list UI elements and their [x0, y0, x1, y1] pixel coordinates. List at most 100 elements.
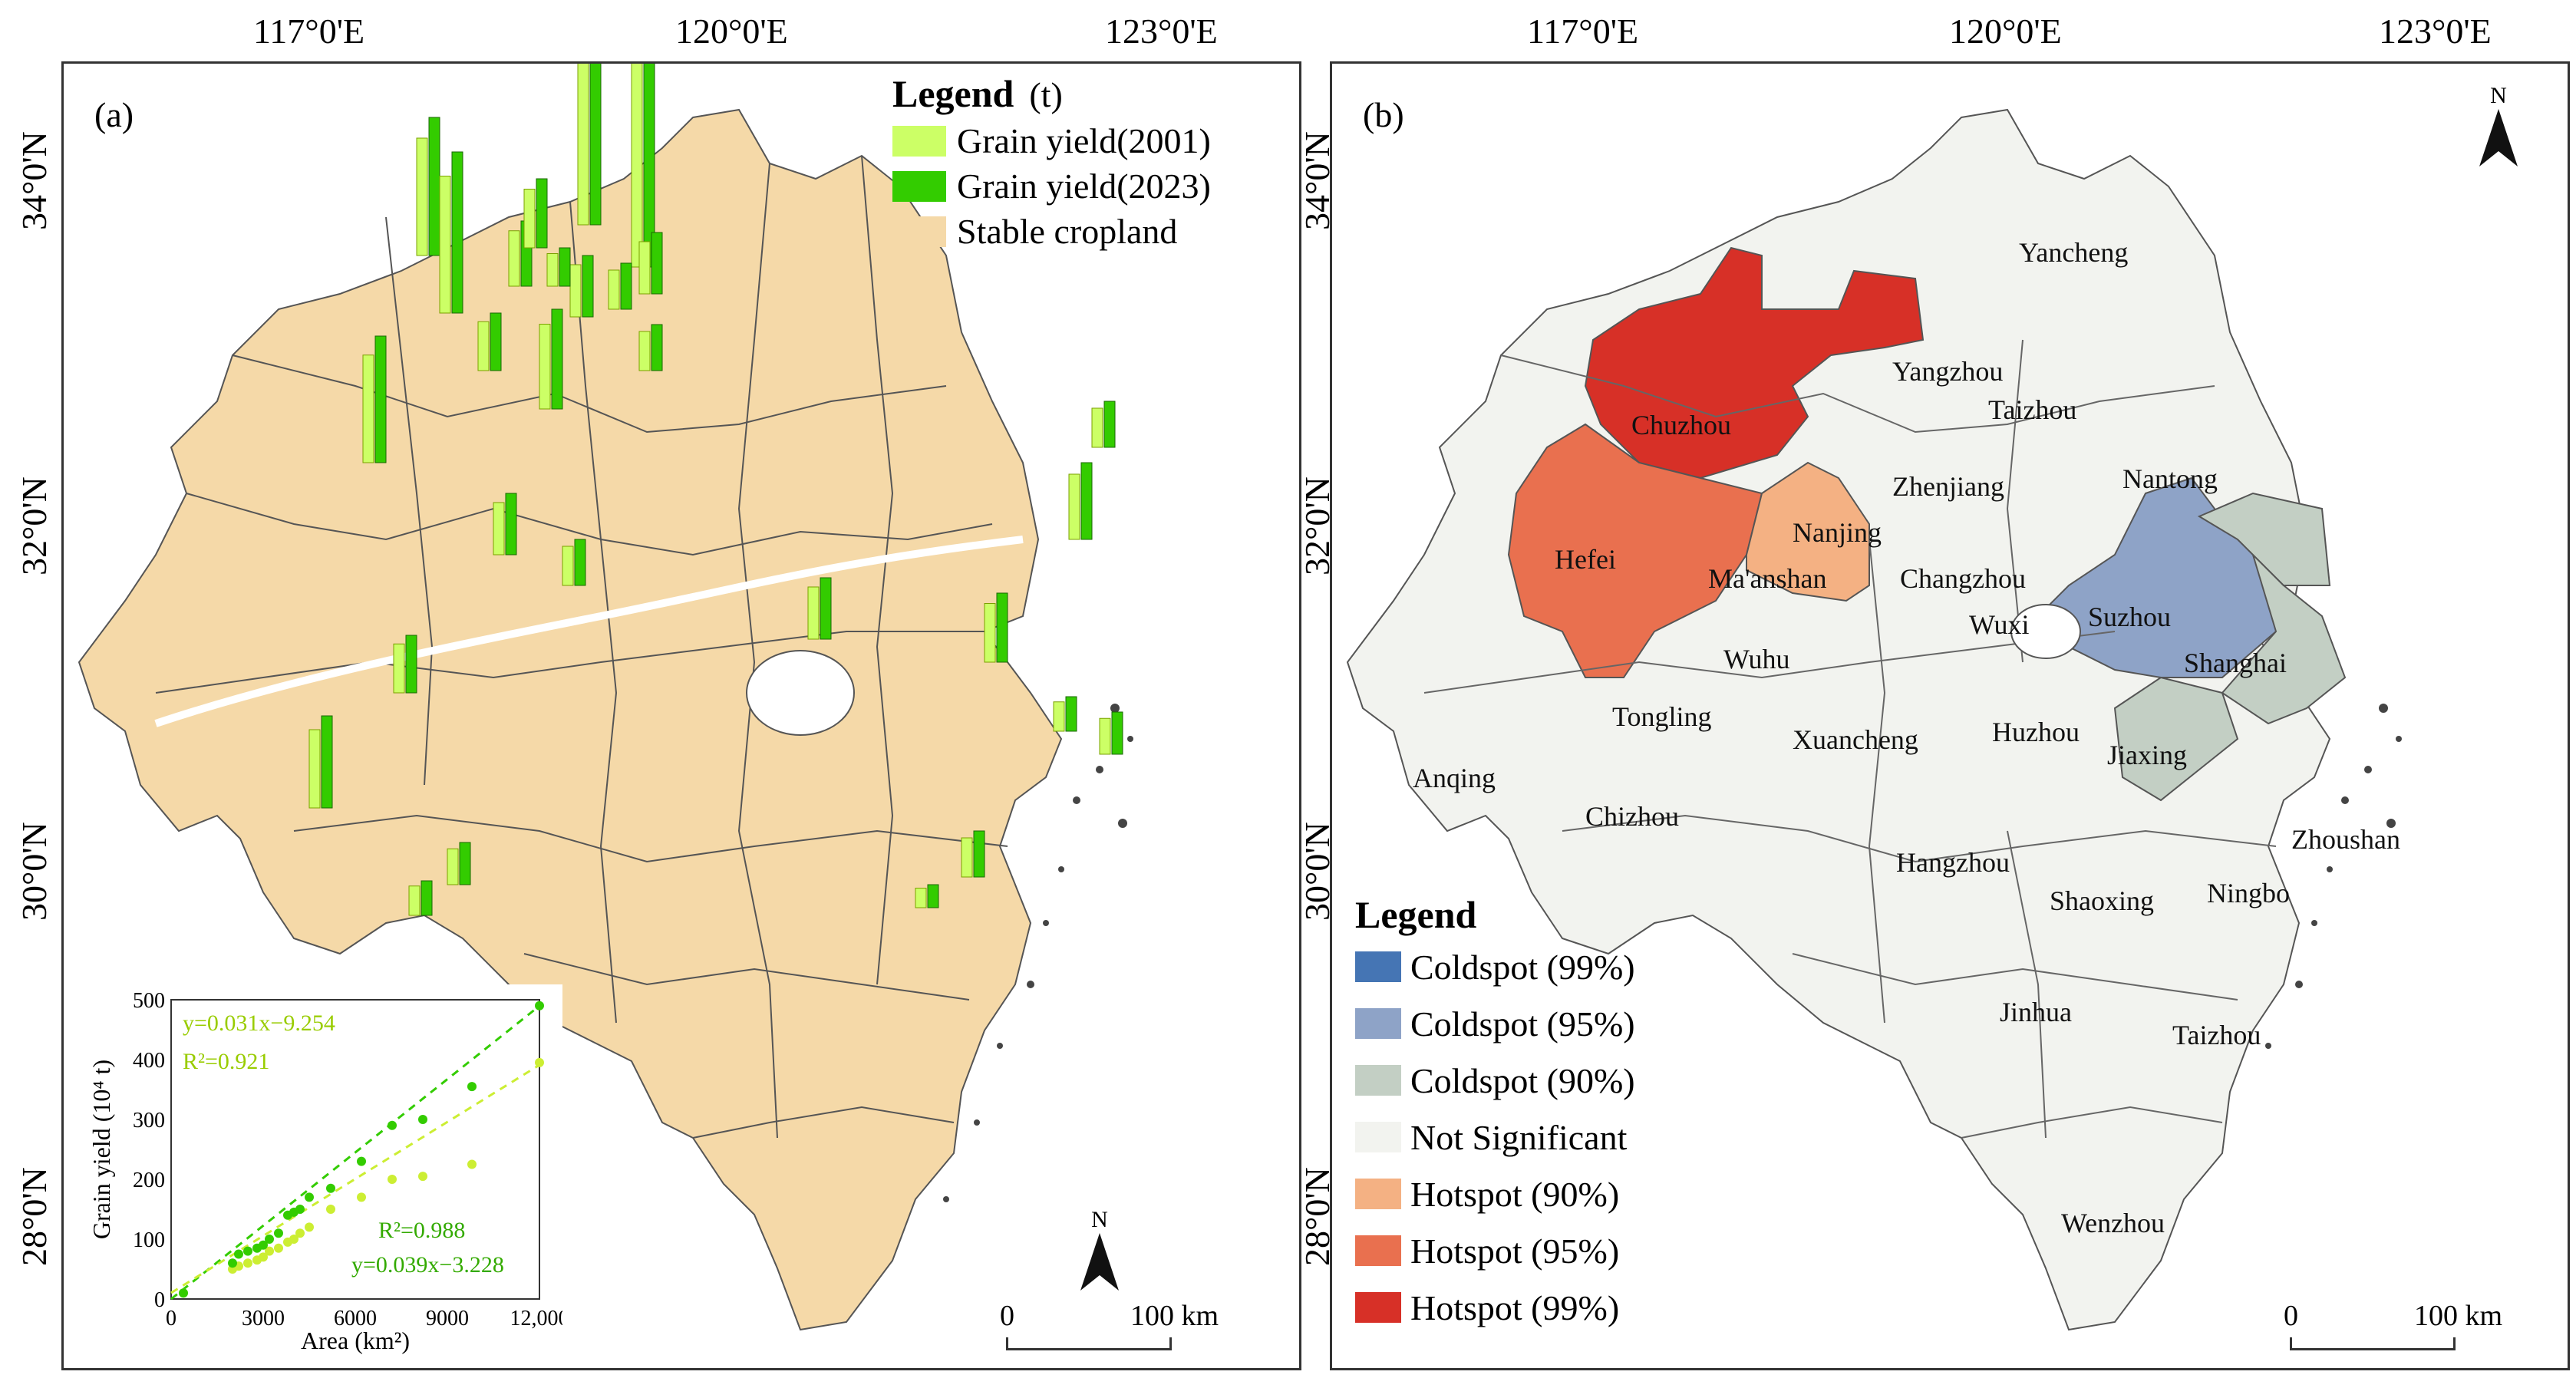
- bar-2001: [362, 354, 374, 463]
- city-label-zhoushan: Zhoushan: [2291, 824, 2400, 855]
- coastal-islands-b: [2265, 704, 2402, 1049]
- city-label-huzhou: Huzhou: [1992, 717, 2080, 747]
- city-label-yangzhou: Yangzhou: [1892, 356, 2004, 387]
- north-b-icon: [2479, 109, 2518, 166]
- lake-shape: [746, 650, 855, 736]
- inset-point: [295, 1205, 305, 1214]
- inset-point: [259, 1252, 268, 1262]
- lat-tick-a-34: 34°0'N: [15, 131, 54, 230]
- north-a-icon: [1080, 1233, 1119, 1291]
- city-label-ningbo: Ningbo: [2207, 878, 2290, 908]
- bar-2001: [1099, 717, 1111, 755]
- inset-point: [243, 1258, 252, 1268]
- inset-ytick: 100: [133, 1228, 165, 1252]
- coastal-islands: [943, 704, 1133, 1202]
- bar-2023: [582, 255, 594, 318]
- city-label-zhenjiang: Zhenjiang: [1892, 471, 2004, 502]
- inset-r2-2023: R²=0.921: [183, 1049, 269, 1074]
- inset-point: [535, 1001, 544, 1011]
- bar-2001: [447, 848, 459, 885]
- legend-b: Legend Coldspot (99%) Coldspot (95%) Colds…: [1355, 892, 1754, 1334]
- inset-point: [228, 1258, 237, 1268]
- legend-b-title: Legend: [1355, 893, 1477, 936]
- bar-2001: [608, 269, 620, 310]
- inset-ylabel: Grain yield (10⁴ t): [87, 1060, 115, 1239]
- inset-xtick: 3000: [242, 1307, 285, 1330]
- study-area-cropland: [78, 108, 1063, 1331]
- legend-label-cropland: Stable cropland: [957, 212, 1178, 251]
- bar-2001: [493, 502, 505, 556]
- inset-point: [535, 1057, 544, 1067]
- inset-point: [467, 1159, 477, 1169]
- bar-2023: [574, 539, 586, 586]
- bar-2023: [1111, 711, 1123, 755]
- bar-2023: [551, 308, 563, 410]
- city-label-suzhou: Suzhou: [2088, 602, 2171, 632]
- panel-a-letter: (a): [94, 95, 134, 134]
- legend-b-label: Hotspot (90%): [1410, 1174, 1620, 1214]
- inset-point: [388, 1175, 397, 1184]
- inset-xtick: 12,000: [510, 1307, 563, 1330]
- bar-2023: [536, 178, 548, 249]
- region-jiaxing-coldspot90: [2113, 676, 2239, 802]
- bar-2001: [408, 885, 421, 916]
- bar-2023: [421, 880, 433, 916]
- inset-ytick: 400: [133, 1049, 165, 1073]
- lon-tick-b-120: 120°0'E: [1949, 12, 2062, 51]
- city-label-wuhu: Wuhu: [1723, 644, 1790, 674]
- bar-2001: [961, 837, 973, 878]
- city-label-wenzhou: Wenzhou: [2061, 1208, 2165, 1238]
- bar-2001: [1068, 473, 1080, 540]
- lat-tick-a-32: 32°0'N: [15, 476, 54, 575]
- inset-point: [243, 1246, 252, 1256]
- legend-b-swatch: [1355, 1179, 1401, 1209]
- inset-ytick: 200: [133, 1169, 165, 1192]
- inset-point: [357, 1156, 366, 1166]
- inset-point: [234, 1249, 243, 1259]
- inset-point: [274, 1243, 283, 1253]
- legend-b-label: Hotspot (95%): [1410, 1231, 1620, 1271]
- inset-r2-2001: R²=0.988: [378, 1218, 465, 1243]
- city-label-chuzhou: Chuzhou: [1631, 410, 1731, 440]
- bar-2023: [589, 64, 602, 226]
- river-line: [154, 536, 1024, 727]
- fit-line-2023: [170, 1004, 540, 1301]
- bar-2023: [620, 262, 632, 310]
- north-arrow-b: N: [2475, 83, 2522, 174]
- inset-point: [295, 1228, 305, 1238]
- city-label-taizhou-zj: Taizhou: [2172, 1020, 2261, 1050]
- city-label-xuancheng: Xuancheng: [1793, 724, 1918, 755]
- inset-point: [418, 1115, 427, 1124]
- map-b-svg: [1346, 108, 2402, 1331]
- inset-chart: 0 3000 6000 9000 12,000 0 100 200 300 400 500 y=0.…: [87, 984, 569, 1360]
- inset-point: [265, 1246, 274, 1256]
- legend-b-swatch: [1355, 1235, 1401, 1266]
- scalebar-a-start: 0: [1000, 1300, 1014, 1332]
- bar-2023: [1065, 696, 1077, 732]
- bar-2001: [915, 888, 927, 908]
- bar-2023: [459, 842, 471, 885]
- inset-xtick: 6000: [334, 1307, 377, 1330]
- inset-point: [265, 1235, 274, 1244]
- fit-line-2001: [170, 1063, 540, 1294]
- legend-label-2023: Grain yield(2023): [957, 166, 1211, 206]
- bar-2001: [546, 253, 559, 287]
- bar-2023: [490, 312, 502, 371]
- legend-label-2001: Grain yield(2001): [957, 121, 1211, 160]
- bar-2001: [569, 264, 582, 318]
- lon-tick-b-123: 123°0'E: [2379, 12, 2492, 51]
- bar-2023: [927, 884, 939, 908]
- region-maanshan-hotspot90: [1746, 461, 1870, 602]
- inset-xtick: 9000: [426, 1307, 469, 1330]
- bar-2023: [973, 830, 985, 878]
- city-label-taizhou-js: Taizhou: [1988, 394, 2077, 425]
- inset-point: [388, 1120, 397, 1130]
- bar-2001: [539, 324, 551, 410]
- inset-point: [259, 1240, 268, 1250]
- city-label-nanjing: Nanjing: [1793, 517, 1882, 548]
- inset-point: [418, 1172, 427, 1182]
- bar-2001: [1091, 407, 1103, 448]
- admin-boundaries-b: [1423, 339, 2277, 1139]
- panel-b-letter: (b): [1363, 95, 1404, 134]
- legend-b-label: Coldspot (90%): [1410, 1060, 1635, 1100]
